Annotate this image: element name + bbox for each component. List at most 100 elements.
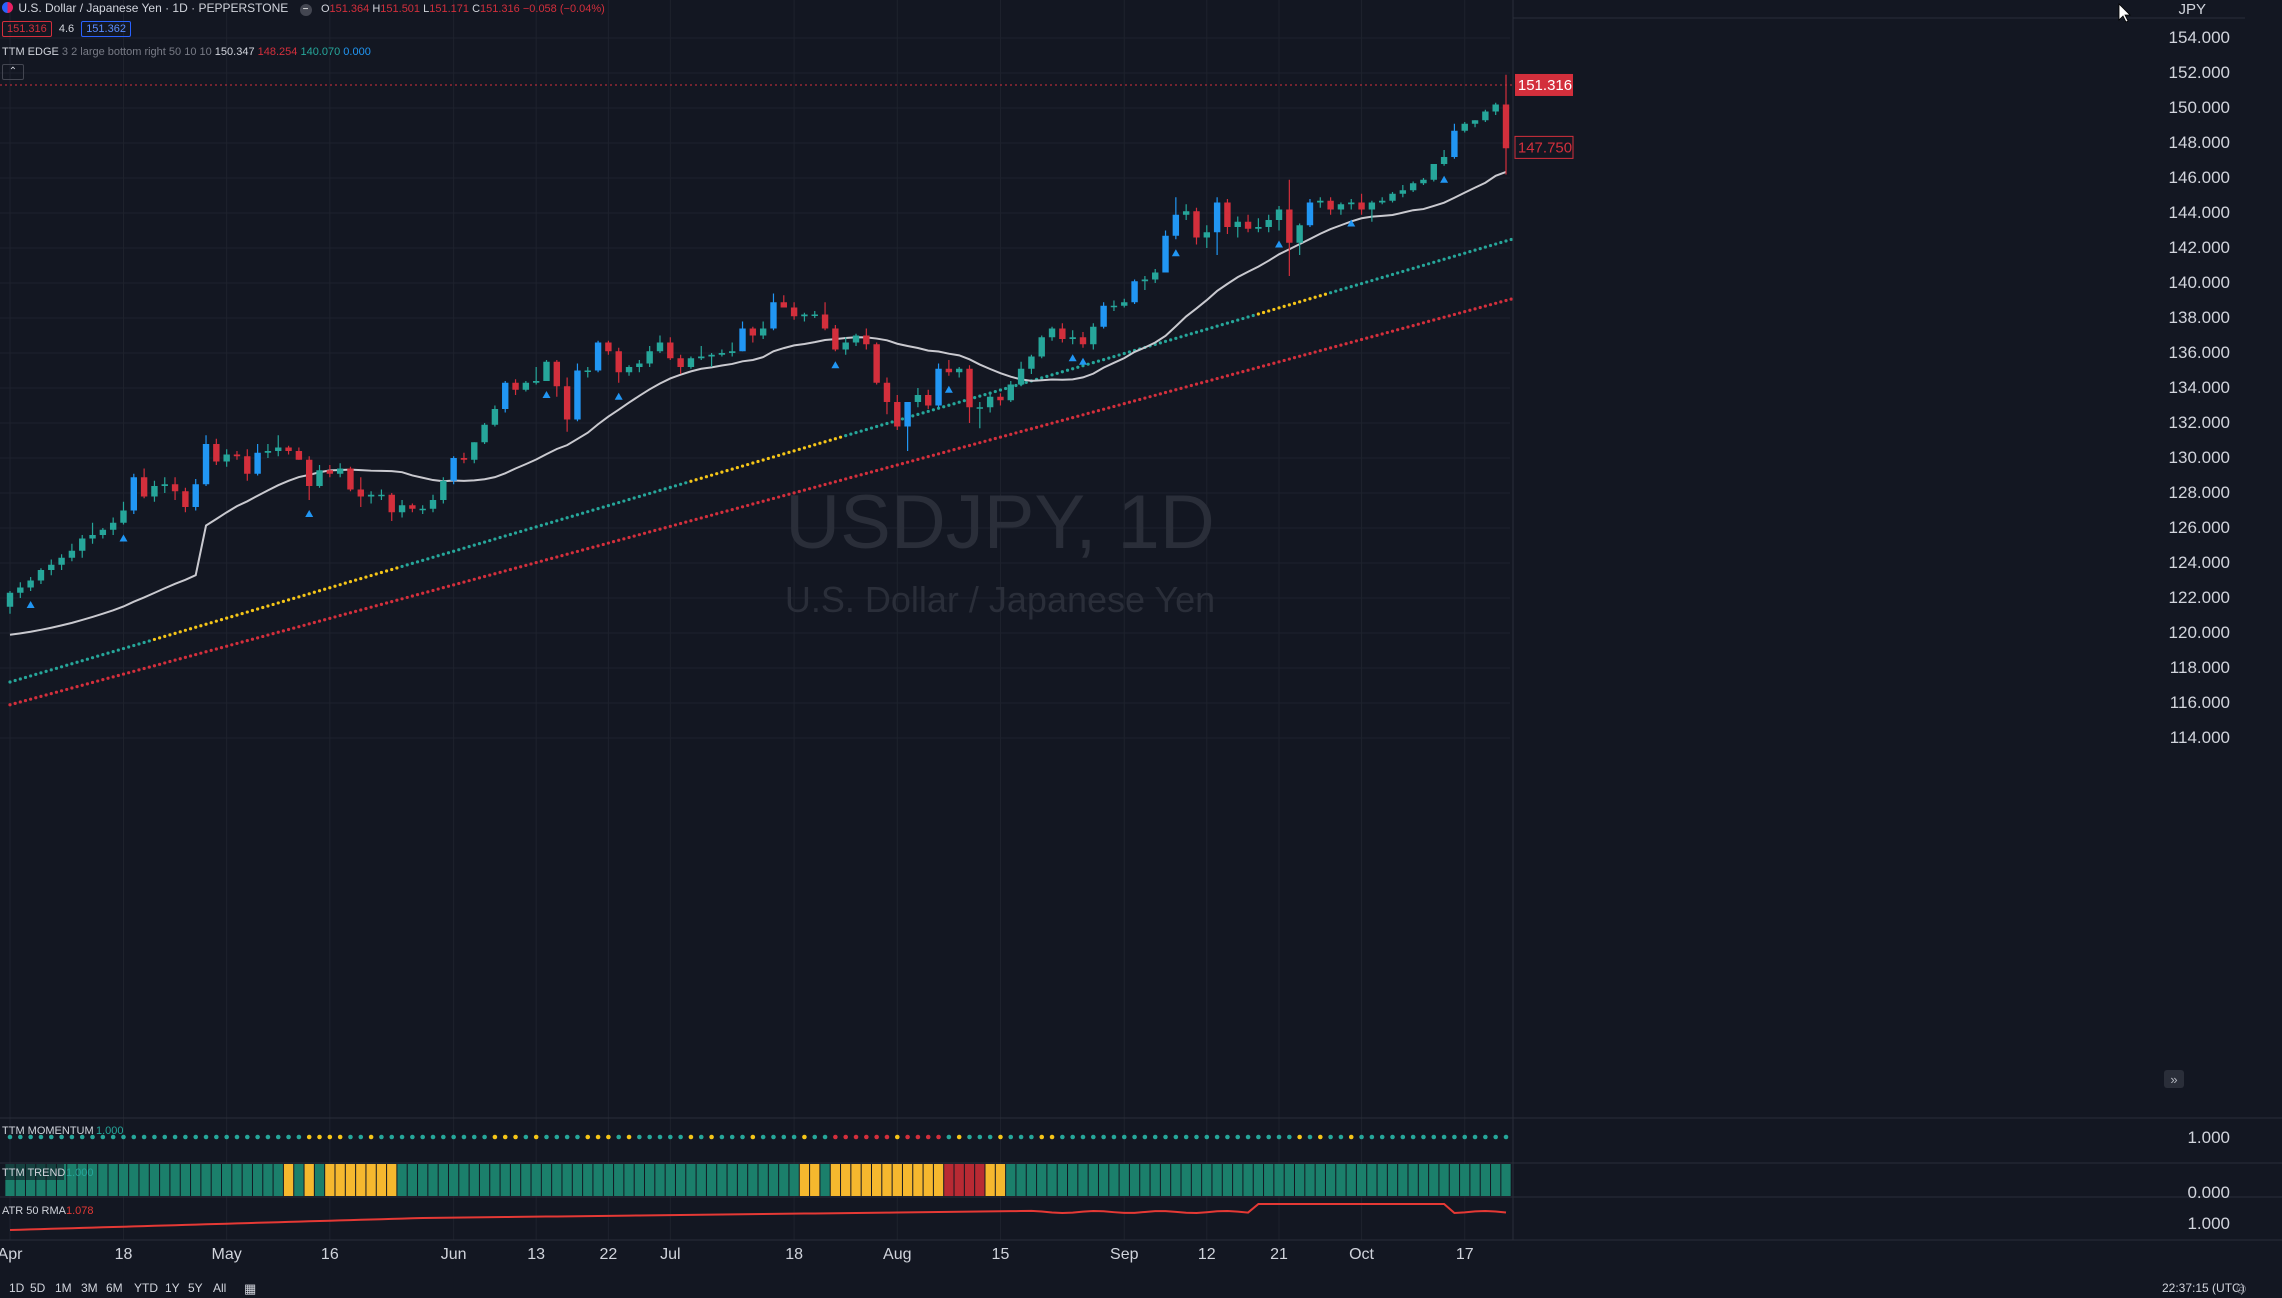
candle-body[interactable]: [295, 451, 303, 460]
candle-body[interactable]: [491, 409, 499, 425]
candle-body[interactable]: [770, 302, 777, 329]
candle-body[interactable]: [532, 381, 540, 383]
candle-body[interactable]: [1172, 214, 1180, 236]
candle-body[interactable]: [729, 351, 736, 353]
candle-body[interactable]: [522, 382, 530, 390]
candle-body[interactable]: [986, 396, 994, 408]
candle-body[interactable]: [1368, 202, 1376, 210]
candle-body[interactable]: [1007, 384, 1014, 401]
candle-body[interactable]: [233, 454, 241, 457]
candle-body[interactable]: [759, 328, 767, 336]
symbol-title[interactable]: U.S. Dollar / Japanese Yen · 1D · PEPPER…: [18, 1, 289, 15]
candle-body[interactable]: [749, 328, 757, 336]
calendar-icon[interactable]: ▦: [244, 1281, 257, 1296]
candle-body[interactable]: [1296, 225, 1303, 243]
candle-body[interactable]: [109, 522, 117, 530]
range-1m-button[interactable]: 1M: [55, 1281, 72, 1295]
range-6m-button[interactable]: 6M: [106, 1281, 123, 1295]
candle-body[interactable]: [1244, 221, 1252, 229]
candle-body[interactable]: [945, 368, 953, 373]
scroll-right-button[interactable]: [2164, 1070, 2184, 1088]
candle-body[interactable]: [1409, 183, 1417, 191]
candle-body[interactable]: [17, 587, 24, 593]
candle-body[interactable]: [615, 351, 622, 373]
candle-body[interactable]: [605, 342, 612, 352]
candle-body[interactable]: [667, 342, 674, 359]
candle-body[interactable]: [37, 570, 45, 581]
candle-body[interactable]: [27, 580, 34, 588]
range-all-button[interactable]: All: [213, 1281, 227, 1295]
candle-body[interactable]: [223, 454, 230, 462]
candle-body[interactable]: [698, 356, 705, 359]
candle-body[interactable]: [1162, 235, 1169, 273]
candle-body[interactable]: [1358, 202, 1365, 210]
candle-body[interactable]: [429, 500, 437, 509]
edge-indicator-name[interactable]: TTM EDGE: [2, 46, 59, 58]
candle-body[interactable]: [1399, 190, 1407, 194]
candle-body[interactable]: [1430, 164, 1437, 180]
candle-body[interactable]: [811, 314, 818, 317]
candle-body[interactable]: [1337, 204, 1345, 210]
candle-body[interactable]: [801, 314, 808, 317]
sell-price-button[interactable]: 151.316: [2, 21, 52, 37]
candle-body[interactable]: [481, 424, 488, 443]
candle-body[interactable]: [347, 468, 354, 490]
candle-body[interactable]: [1502, 104, 1510, 149]
collapse-indicators-button[interactable]: ⌃: [2, 64, 24, 80]
candle-body[interactable]: [553, 361, 561, 387]
candle-body[interactable]: [935, 368, 942, 406]
candle-body[interactable]: [1492, 104, 1499, 112]
candle-body[interactable]: [275, 447, 282, 452]
buy-price-button[interactable]: 151.362: [81, 21, 131, 37]
candle-body[interactable]: [863, 335, 870, 345]
candle-body[interactable]: [99, 529, 107, 535]
candle-body[interactable]: [832, 328, 839, 350]
candle-body[interactable]: [89, 535, 96, 539]
candle-body[interactable]: [151, 486, 158, 497]
candle-body[interactable]: [1255, 227, 1262, 229]
candle-body[interactable]: [1028, 356, 1035, 369]
candle-body[interactable]: [502, 382, 509, 409]
candle-body[interactable]: [471, 442, 478, 460]
candle-body[interactable]: [336, 468, 344, 474]
candle-body[interactable]: [285, 447, 292, 452]
range-ytd-button[interactable]: YTD: [134, 1281, 158, 1295]
candle-body[interactable]: [873, 344, 880, 383]
range-5d-button[interactable]: 5D: [30, 1281, 46, 1295]
candle-body[interactable]: [852, 335, 860, 343]
candle-body[interactable]: [1327, 200, 1334, 210]
candle-body[interactable]: [842, 342, 849, 350]
candle-body[interactable]: [316, 470, 323, 486]
range-1d-button[interactable]: 1D: [9, 1281, 25, 1295]
candle-body[interactable]: [1451, 130, 1458, 157]
candle-body[interactable]: [574, 370, 581, 420]
candle-body[interactable]: [563, 386, 571, 420]
candle-body[interactable]: [1265, 220, 1272, 227]
candle-body[interactable]: [780, 302, 787, 308]
candle-body[interactable]: [1079, 337, 1087, 345]
candle-body[interactable]: [1213, 202, 1221, 233]
candle-body[interactable]: [388, 494, 395, 513]
candle-body[interactable]: [161, 484, 168, 486]
candle-body[interactable]: [1420, 179, 1427, 184]
candle-body[interactable]: [636, 363, 643, 368]
candle-body[interactable]: [48, 564, 55, 570]
candle-body[interactable]: [1203, 232, 1210, 238]
candle-body[interactable]: [202, 444, 210, 485]
candle-body[interactable]: [739, 328, 746, 352]
candle-body[interactable]: [1461, 123, 1468, 131]
candle-body[interactable]: [171, 484, 179, 492]
candle-body[interactable]: [58, 557, 65, 565]
candle-body[interactable]: [997, 396, 1004, 401]
candle-body[interactable]: [1090, 326, 1097, 345]
candle-body[interactable]: [254, 452, 261, 474]
candle-body[interactable]: [955, 368, 963, 373]
candle-body[interactable]: [1286, 209, 1293, 243]
candle-body[interactable]: [130, 477, 138, 511]
candle-body[interactable]: [914, 395, 922, 402]
candle-body[interactable]: [1348, 202, 1355, 205]
candle-body[interactable]: [976, 407, 984, 409]
candle-body[interactable]: [68, 550, 76, 558]
candle-body[interactable]: [1069, 337, 1076, 339]
